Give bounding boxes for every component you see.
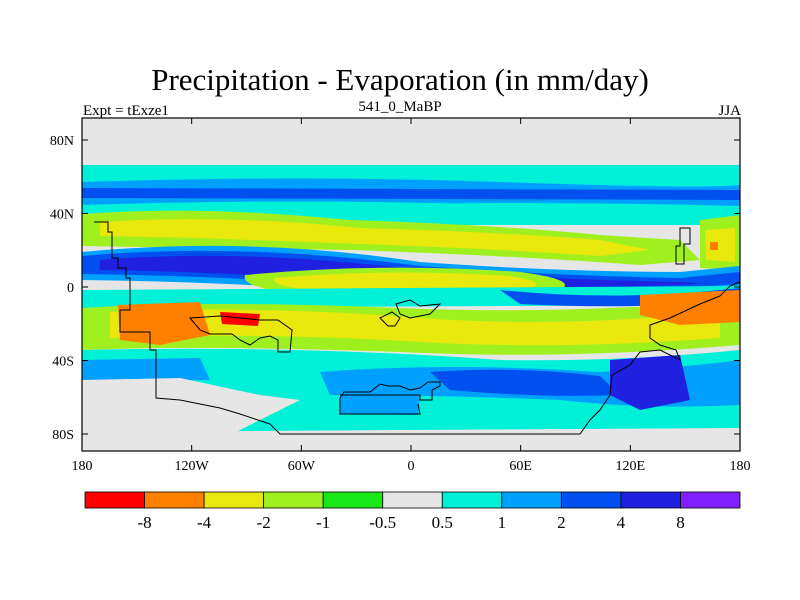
y-axis: 80N 40N 0 40S 80S <box>50 134 740 443</box>
x-tick-label: 120E <box>616 459 646 474</box>
colorbar-label: 1 <box>498 513 507 532</box>
colorbar-label: -1 <box>316 513 330 532</box>
colorbar-label: 4 <box>617 513 626 532</box>
y-tick-label: 80S <box>52 428 74 443</box>
y-tick-label: 40S <box>52 355 74 370</box>
field-south-gray <box>82 378 300 445</box>
x-tick-label: 60W <box>288 459 316 474</box>
colorbar-label: 2 <box>557 513 566 532</box>
colorbar-label: 8 <box>676 513 685 532</box>
colorbar-label: -4 <box>197 513 212 532</box>
colorbar-label: -0.5 <box>369 513 396 532</box>
field-dry-south-orange-e <box>640 290 740 325</box>
x-tick-label: 120W <box>175 459 210 474</box>
colorbar-label: -8 <box>137 513 151 532</box>
colorbar-swatch <box>680 491 741 509</box>
colorbar-swatch <box>322 491 384 509</box>
field-dry-south-core <box>110 309 720 346</box>
colorbar-swatch <box>144 491 205 509</box>
field-dry-south-orange-w <box>118 302 210 345</box>
season-label: JJA <box>718 103 741 119</box>
coastlines <box>94 221 740 435</box>
colorbar: -8 -4 -2 -1 -0.5 0.5 1 2 4 8 <box>84 491 741 532</box>
map-title: Precipitation - Evaporation (in mm/day) <box>151 62 649 97</box>
colorbar-label: 0.5 <box>432 513 453 532</box>
field-dry-north-core <box>100 219 650 256</box>
x-axis: 180 120W 60W 0 60E 120E 180 <box>72 118 751 474</box>
experiment-label: Expt = tExze1 <box>83 103 169 119</box>
field-band-south-4 <box>430 369 620 396</box>
colorbar-swatch <box>441 491 503 509</box>
colorbar-swatch <box>382 491 443 509</box>
map-field <box>82 118 740 451</box>
colorbar-swatch <box>263 491 324 509</box>
y-tick-label: 80N <box>50 134 74 149</box>
field-dry-lens-core <box>274 272 537 292</box>
x-tick-label: 60E <box>509 459 532 474</box>
colorbar-swatch <box>203 491 265 509</box>
y-tick-label: 40N <box>50 208 74 223</box>
field-band-north-3 <box>82 188 740 200</box>
x-tick-label: 0 <box>408 459 415 474</box>
colorbar-swatch <box>501 491 562 509</box>
field-band-south-5 <box>610 355 690 410</box>
x-tick-label: 180 <box>730 459 751 474</box>
age-label: 541_0_MaBP <box>358 99 442 115</box>
colorbar-swatch <box>560 491 622 509</box>
colorbar-swatch <box>84 491 145 509</box>
x-tick-label: 180 <box>72 459 93 474</box>
y-tick-label: 0 <box>67 281 74 296</box>
colorbar-label: -2 <box>257 513 271 532</box>
colorbar-swatch <box>620 491 681 509</box>
field-dry-south-red <box>220 312 260 326</box>
